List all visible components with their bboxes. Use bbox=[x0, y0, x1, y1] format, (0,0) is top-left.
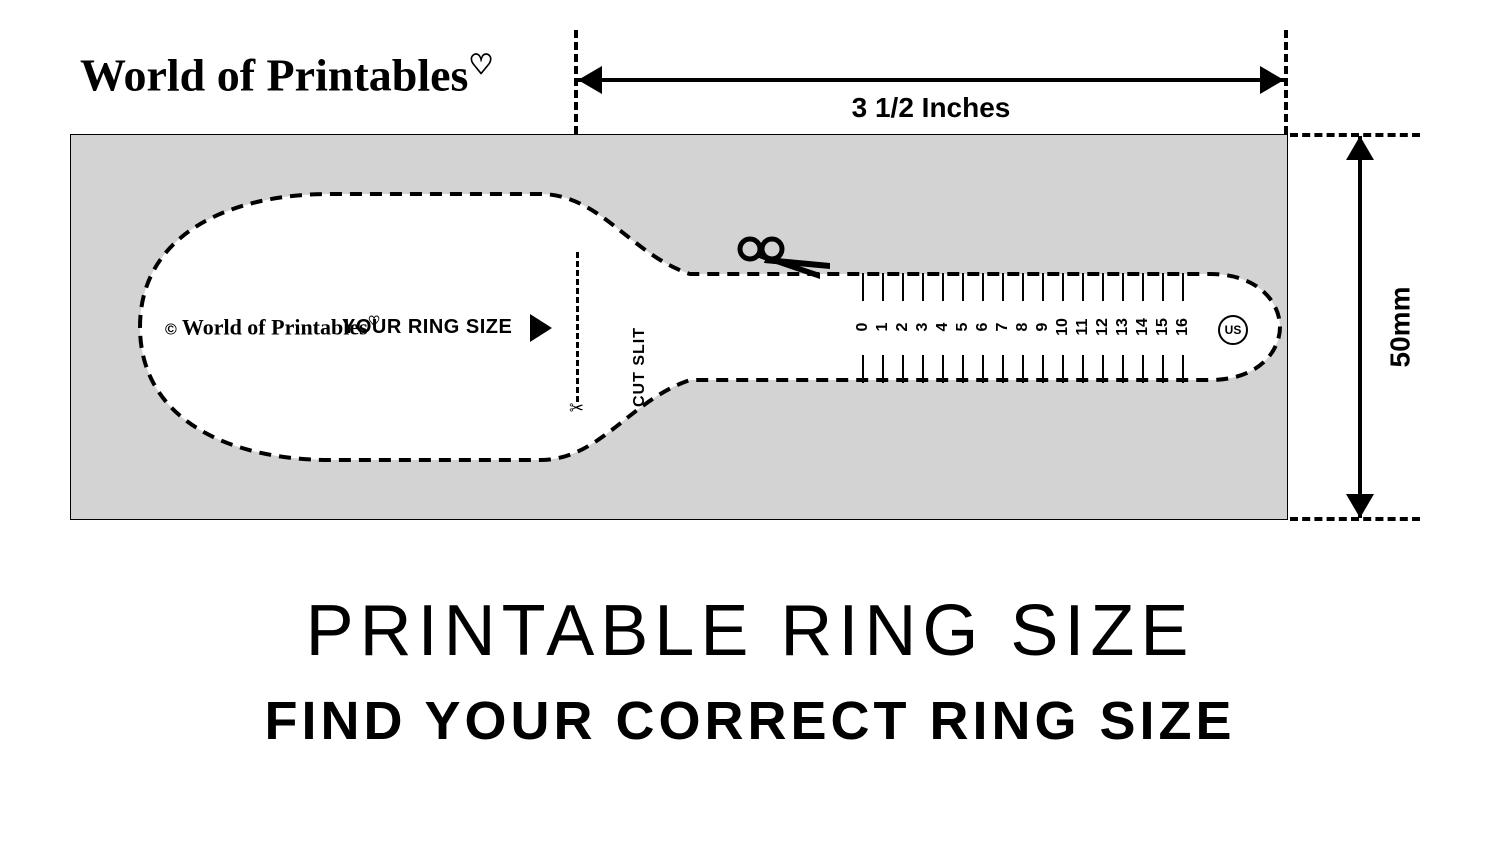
triangle-pointer-icon bbox=[530, 314, 552, 342]
ruler-tick bbox=[1102, 355, 1104, 383]
top-guide-right bbox=[1284, 30, 1288, 134]
ruler-tick bbox=[922, 355, 924, 383]
ruler-number: 15 bbox=[1154, 317, 1172, 337]
width-dimension-label: 3 1/2 Inches bbox=[578, 92, 1284, 124]
height-dimension-label: 50mm bbox=[1380, 136, 1420, 518]
ruler-tick bbox=[1122, 273, 1124, 301]
page-subtitle: FIND YOUR CORRECT RING SIZE bbox=[0, 690, 1500, 752]
ruler-number: 8 bbox=[1014, 317, 1032, 337]
ruler-number: 1 bbox=[874, 317, 892, 337]
ruler-number: 4 bbox=[934, 317, 952, 337]
ruler-tick bbox=[1162, 355, 1164, 383]
ruler-number: 2 bbox=[894, 317, 912, 337]
scissors-icon: ✂ bbox=[569, 398, 584, 419]
ruler-number: 13 bbox=[1114, 317, 1132, 337]
arrow-left-icon bbox=[578, 66, 602, 94]
ruler-tick bbox=[1102, 273, 1104, 301]
ruler-tick bbox=[1162, 273, 1164, 301]
ruler-tick bbox=[962, 273, 964, 301]
cut-slit-line bbox=[576, 252, 579, 402]
right-dimension-line bbox=[1358, 136, 1362, 518]
ruler-number: 12 bbox=[1094, 317, 1112, 337]
unit-badge: US bbox=[1218, 315, 1248, 345]
ruler-tick bbox=[862, 273, 864, 301]
arrow-up-icon bbox=[1346, 136, 1374, 160]
ruler-number: 6 bbox=[974, 317, 992, 337]
ruler-tick bbox=[982, 273, 984, 301]
your-ring-size-label: YOUR RING SIZE bbox=[342, 316, 512, 339]
ruler-tick bbox=[1002, 355, 1004, 383]
ruler: 012345678910111213141516 bbox=[862, 273, 1202, 383]
ruler-tick bbox=[1082, 273, 1084, 301]
ruler-tick bbox=[1042, 273, 1044, 301]
ruler-tick bbox=[922, 273, 924, 301]
ruler-tick bbox=[1002, 273, 1004, 301]
ruler-tick bbox=[1142, 273, 1144, 301]
ruler-number: 14 bbox=[1134, 317, 1152, 337]
ruler-tick bbox=[1062, 355, 1064, 383]
brand-text: World of Printables bbox=[80, 49, 468, 100]
page-title: PRINTABLE RING SIZE bbox=[0, 590, 1500, 672]
ruler-tick bbox=[902, 273, 904, 301]
cut-slit-label: CUT SLIT bbox=[631, 327, 649, 407]
copyright-icon: © bbox=[165, 321, 177, 338]
arrow-right-icon bbox=[1260, 66, 1284, 94]
top-dimension-line bbox=[578, 78, 1284, 82]
ruler-number: 7 bbox=[994, 317, 1012, 337]
ruler-tick bbox=[1182, 355, 1184, 383]
ruler-tick bbox=[942, 355, 944, 383]
ruler-tick bbox=[882, 355, 884, 383]
heart-icon: ♡ bbox=[468, 50, 493, 81]
ruler-tick bbox=[942, 273, 944, 301]
ruler-tick bbox=[1022, 273, 1024, 301]
ruler-tick bbox=[1182, 273, 1184, 301]
ruler-tick bbox=[982, 355, 984, 383]
ruler-tick bbox=[1062, 273, 1064, 301]
inner-brand-text: World of Printables bbox=[182, 314, 368, 339]
ruler-number: 11 bbox=[1074, 317, 1092, 337]
ruler-tick bbox=[962, 355, 964, 383]
ruler-tick bbox=[882, 273, 884, 301]
ruler-tick bbox=[862, 355, 864, 383]
ruler-number: 16 bbox=[1174, 317, 1192, 337]
ruler-tick bbox=[1142, 355, 1144, 383]
arrow-down-icon bbox=[1346, 494, 1374, 518]
ruler-tick bbox=[1082, 355, 1084, 383]
ruler-number: 10 bbox=[1054, 317, 1072, 337]
ruler-number: 9 bbox=[1034, 317, 1052, 337]
ruler-number: 3 bbox=[914, 317, 932, 337]
ruler-number: 0 bbox=[854, 317, 872, 337]
ruler-tick bbox=[1022, 355, 1024, 383]
ruler-tick bbox=[902, 355, 904, 383]
brand-logo: World of Printables♡ bbox=[80, 48, 494, 101]
ruler-tick bbox=[1042, 355, 1044, 383]
ruler-number: 5 bbox=[954, 317, 972, 337]
ruler-tick bbox=[1122, 355, 1124, 383]
